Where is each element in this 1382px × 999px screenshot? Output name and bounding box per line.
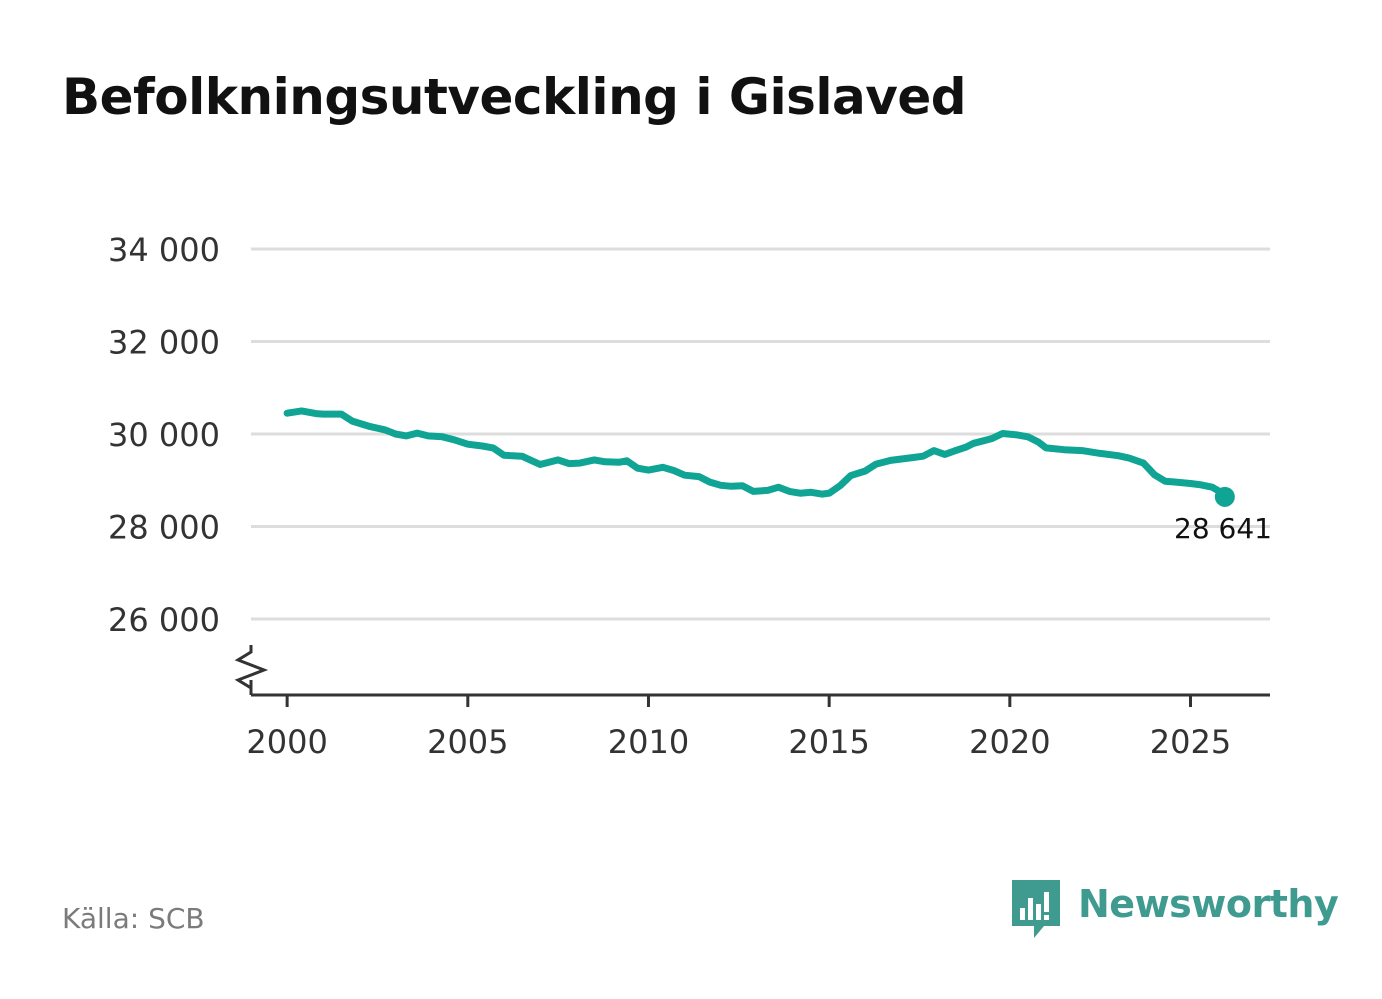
y-axis-tick-labels: 26 000 28 000 30 000 32 000 34 000 xyxy=(108,231,220,639)
last-value-label: 28 641 xyxy=(1174,512,1272,545)
x-axis-tick-labels: 2000 2005 2010 2015 2020 2025 xyxy=(246,723,1231,761)
y-tick-label: 34 000 xyxy=(108,231,220,269)
y-tick-label: 28 000 xyxy=(108,509,220,547)
axis-break-zigzag xyxy=(234,645,269,695)
x-axis xyxy=(249,680,1270,707)
newsworthy-logo-icon xyxy=(1012,880,1060,938)
y-tick-label: 32 000 xyxy=(108,324,220,362)
x-tick-label: 2020 xyxy=(969,723,1050,761)
x-tick-label: 2005 xyxy=(427,723,508,761)
series-group xyxy=(283,407,1235,507)
last-point-marker xyxy=(1214,486,1235,507)
source-note: Källa: SCB xyxy=(62,902,205,935)
y-tick-label: 30 000 xyxy=(108,416,220,454)
x-tick-label: 2000 xyxy=(246,723,327,761)
y-tick-label: 26 000 xyxy=(108,601,220,639)
brand-logo: Newsworthy xyxy=(1012,880,1339,940)
x-tick-label: 2010 xyxy=(608,723,689,761)
chart-title: Befolkningsutveckling i Gislaved xyxy=(62,68,967,126)
y-axis-break-icon xyxy=(234,645,269,695)
brand-name: Newsworthy xyxy=(1078,882,1339,926)
population-series-line xyxy=(283,407,1229,501)
x-tick-label: 2015 xyxy=(788,723,869,761)
x-tick-label: 2025 xyxy=(1150,723,1231,761)
